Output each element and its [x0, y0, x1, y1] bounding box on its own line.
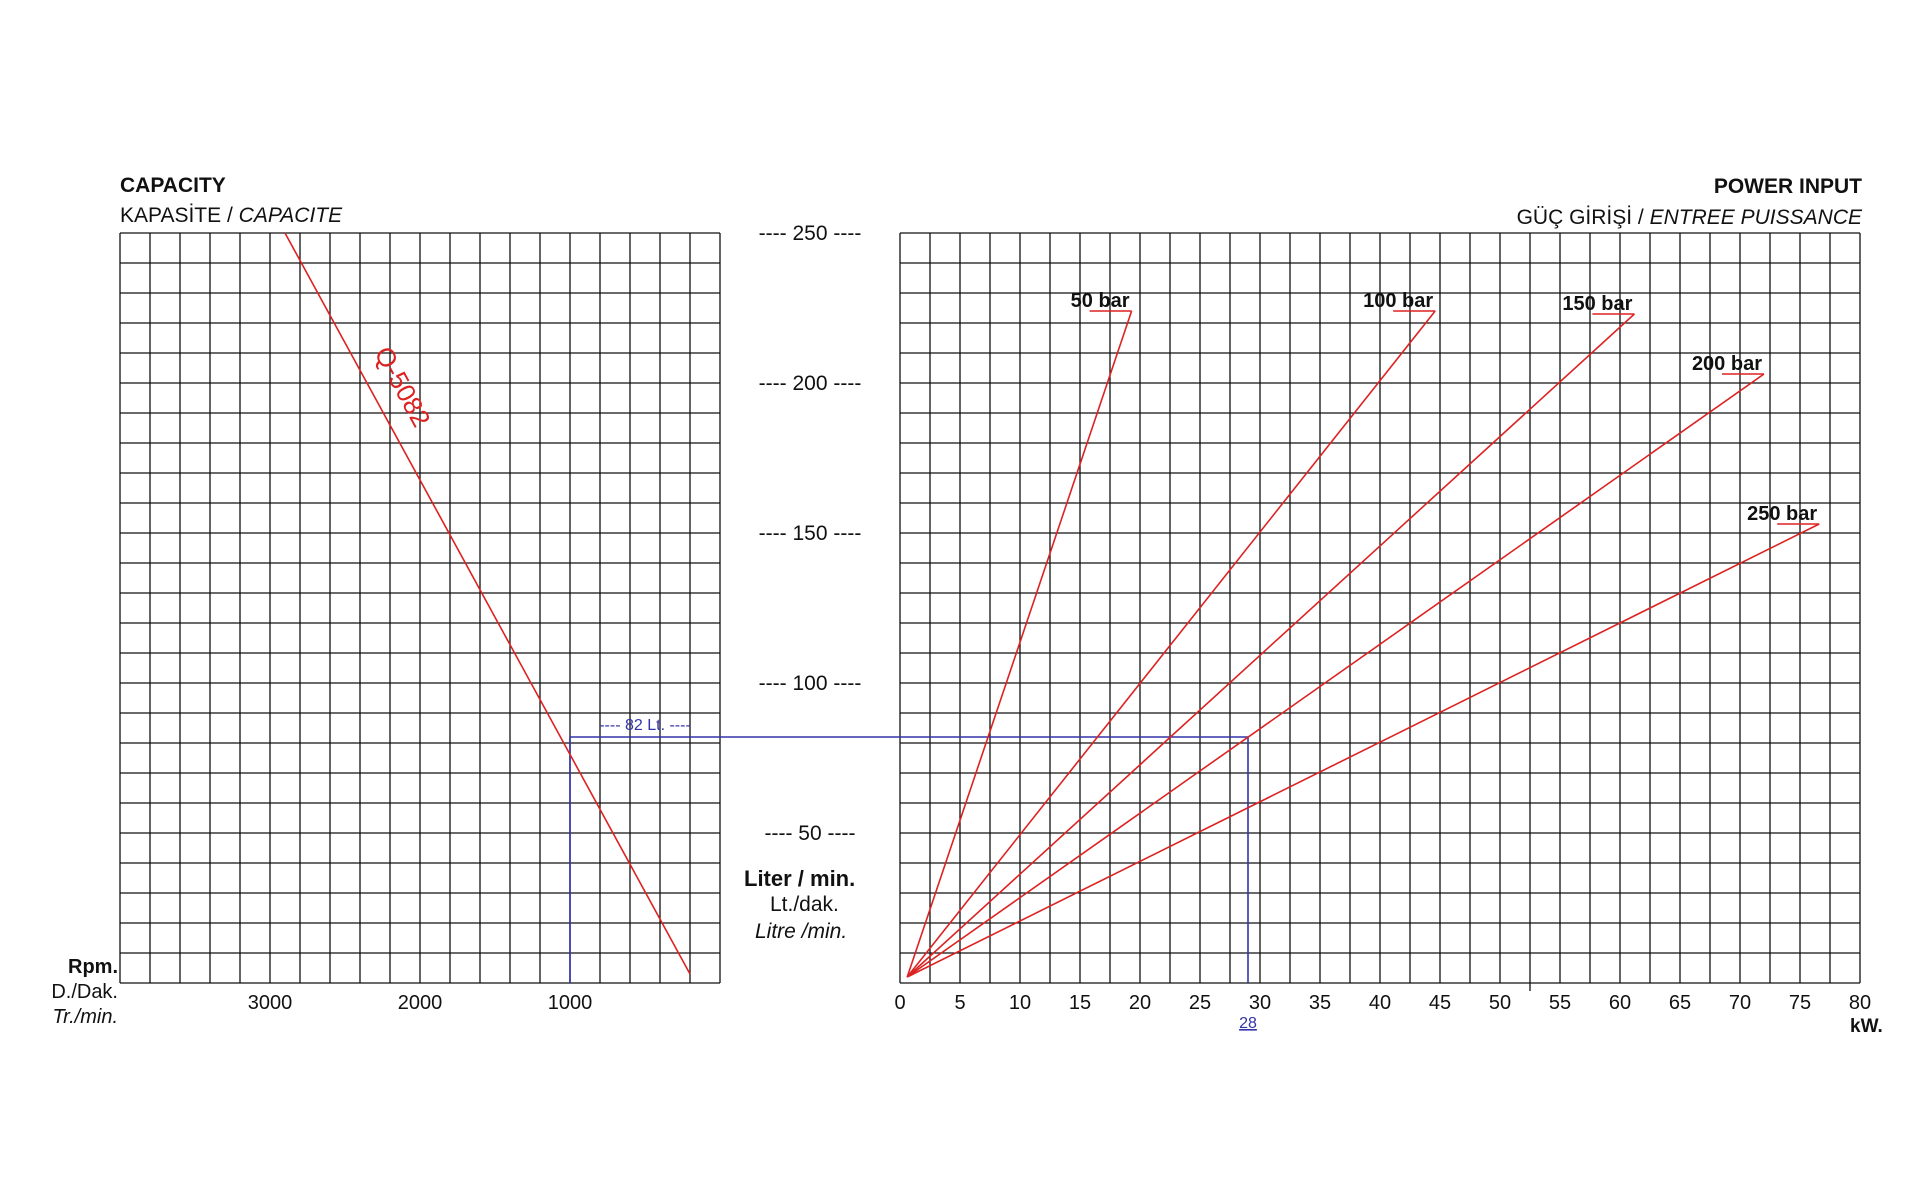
x-tick-label: 10 — [1009, 992, 1031, 1014]
x-tick-label: 20 — [1129, 992, 1151, 1014]
rpm-label-tr: D./Dak. — [51, 981, 118, 1003]
series-150-bar-label: 150 bar — [1562, 293, 1632, 315]
center-axis-label: Liter / min. — [744, 866, 856, 891]
x-tick-label: 70 — [1729, 992, 1751, 1014]
series-100-bar-line — [906, 310, 1436, 978]
capacity-subtitle-fr: CAPACITE — [238, 204, 343, 227]
x-tick-label: 45 — [1429, 992, 1451, 1014]
center-axis-label-fr: Litre /min. — [755, 920, 848, 943]
series-250-bar-label: 250 bar — [1747, 503, 1817, 525]
y-tick-label: ---- 150 ---- — [759, 522, 862, 545]
x-tick-label: 5 — [954, 992, 965, 1014]
power-input-subtitle-tr: GÜÇ GİRİŞİ / — [1516, 206, 1644, 229]
x-tick-label: 60 — [1609, 992, 1631, 1014]
x-tick-label: 0 — [894, 992, 905, 1014]
x-tick-label: 80 — [1849, 992, 1871, 1014]
series-250-bar-line — [906, 523, 1820, 978]
readout-lines: ---- 82 Lt. ---- 28 — [569, 717, 1257, 1032]
capacity-subtitle: KAPASİTE / CAPACITE — [120, 204, 342, 228]
series-q-5082-line — [284, 232, 691, 975]
x-tick-label: 30 — [1249, 992, 1271, 1014]
readout-flow-label: ---- 82 Lt. ---- — [599, 717, 691, 734]
series-150-bar-line — [906, 313, 1635, 978]
power-input-title: POWER INPUT — [1713, 175, 1862, 198]
x-tick-label: 40 — [1369, 992, 1391, 1014]
power-input-subtitle-fr: ENTREE PUISSANCE — [1649, 206, 1862, 229]
series-50-bar-label: 50 bar — [1071, 290, 1130, 312]
curves: Q-5082 50 bar 100 bar 150 bar 200 bar 250 bar — [284, 232, 1820, 978]
x-tick-label: 15 — [1069, 992, 1091, 1014]
power-input-subtitle: GÜÇ GİRİŞİ / ENTREE PUISSANCE — [1517, 206, 1862, 230]
left-grid — [119, 232, 721, 984]
series-100-bar-label: 100 bar — [1363, 290, 1433, 312]
y-tick-label: ---- 250 ---- — [759, 222, 862, 245]
capacity-title: CAPACITY — [120, 174, 226, 197]
center-axis-label-tr: Lt./dak. — [770, 893, 839, 916]
y-tick-label: ---- 100 ---- — [759, 672, 862, 695]
x-tick-label: 3000 — [248, 992, 293, 1014]
x-tick-label: 2000 — [398, 992, 443, 1014]
series-q-5082-label: Q-5082 — [369, 341, 437, 431]
x-tick-label: 1000 — [548, 992, 593, 1014]
series-200-bar-label: 200 bar — [1692, 353, 1762, 375]
x-tick-label: 25 — [1189, 992, 1211, 1014]
x-tick-label: 55 — [1549, 992, 1571, 1014]
series-200-bar-line — [906, 373, 1765, 978]
right-grid — [899, 232, 1861, 991]
x-tick-label: 35 — [1309, 992, 1331, 1014]
readout-kw-label: 28 — [1239, 1015, 1257, 1032]
kw-label: kW. — [1850, 1016, 1883, 1037]
rpm-label-fr: Tr./min. — [52, 1006, 118, 1028]
rpm-label: Rpm. — [68, 956, 118, 978]
x-tick-label: 75 — [1789, 992, 1811, 1014]
x-tick-label: 50 — [1489, 992, 1511, 1014]
series-50-bar-line — [906, 310, 1133, 978]
capacity-subtitle-tr: KAPASİTE / — [120, 204, 233, 227]
x-tick-label: 65 — [1669, 992, 1691, 1014]
y-tick-label: ---- 50 ---- — [765, 822, 856, 845]
y-tick-label: ---- 200 ---- — [759, 372, 862, 395]
